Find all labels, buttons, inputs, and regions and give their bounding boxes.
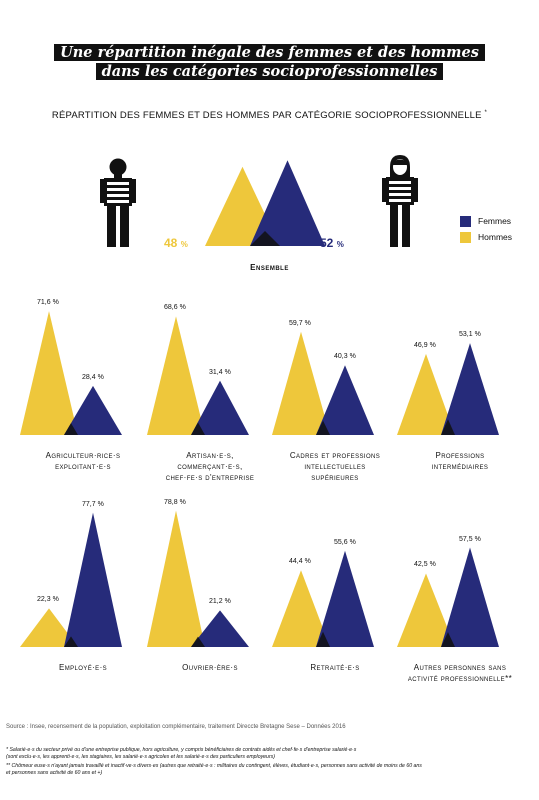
category-chart [272, 331, 374, 435]
ensemble-label: Ensemble [250, 263, 289, 272]
source-note: Source : Insee, recensement de la popula… [6, 724, 346, 730]
legend-swatch-femmes [460, 215, 471, 227]
value-label-hommes: 46,9 % [414, 341, 436, 349]
subtitle-text: RÉPARTITION DES FEMMES ET DES HOMMES PAR… [51, 110, 482, 122]
bar-femmes [64, 512, 122, 647]
category-panel: 46,9 % 53,1 % Professions intermédiaires [395, 290, 525, 490]
footnote-1b: (sont exclu·e·s, les apprenti·e·s, les s… [6, 754, 275, 760]
infographic-title: Une répartition inégale des femmes et de… [0, 44, 539, 82]
category-chart [397, 343, 499, 435]
footnote-2b: et personnes sans activité de 60 ans et … [6, 770, 103, 776]
category-label: Employé·e·s [58, 663, 108, 672]
legend-label-hommes: Hommes [478, 232, 513, 242]
bar-hommes [20, 311, 78, 435]
legend-item-femmes: Femmes [460, 213, 512, 229]
value-label-femmes: 31,4 % [209, 368, 231, 376]
category-chart [272, 550, 374, 647]
chart-subtitle: RÉPARTITION DES FEMMES ET DES HOMMES PAR… [0, 110, 539, 121]
category-panel: 78,8 % 21,2 % Ouvrier·ère·s [145, 498, 275, 702]
value-label-hommes: 42,5 % [414, 561, 436, 569]
title-line-2: dans les catégories socioprofessionnelle… [95, 63, 444, 80]
bar-overlap [191, 422, 205, 435]
category-label: Autres personnes sans activité professio… [407, 663, 513, 683]
category-chart [397, 547, 499, 647]
value-label-hommes: 71,6 % [37, 299, 59, 307]
ensemble-hommes-value: 48 % [164, 236, 188, 250]
category-chart [20, 512, 122, 647]
category-label: Ouvrier·ère·s [182, 663, 238, 672]
bar-overlap [441, 419, 455, 435]
bar-femmes [316, 365, 374, 435]
bar-femmes [441, 547, 499, 647]
value-label-femmes: 40,3 % [334, 353, 356, 361]
title-line-1: Une répartition inégale des femmes et de… [54, 44, 485, 61]
bar-overlap [64, 423, 78, 435]
category-label: Retraité·e·s [310, 663, 360, 672]
ensemble-bar-femmes [250, 160, 325, 246]
value-label-femmes: 57,5 % [459, 535, 481, 543]
bar-femmes [191, 380, 249, 435]
value-label-hommes: 78,8 % [164, 498, 186, 506]
category-label: Artisan·e·s, commerçant·e·s, chef·fe·s d… [165, 451, 255, 482]
bar-overlap [441, 632, 455, 647]
bar-hommes [20, 608, 78, 647]
bar-hommes [272, 331, 330, 435]
bar-hommes [397, 353, 455, 435]
legend-swatch-hommes [460, 231, 471, 243]
value-label-femmes: 28,4 % [82, 373, 104, 381]
category-panel: 44,4 % 55,6 % Retraité·e·s [270, 502, 400, 702]
ensemble-chart [205, 160, 325, 246]
value-label-femmes: 21,2 % [209, 598, 231, 606]
category-panel: 22,3 % 77,7 % Employé·e·s [18, 500, 148, 702]
legend: Femmes Hommes [460, 213, 512, 245]
value-label-hommes: 59,7 % [289, 319, 311, 327]
category-chart [147, 510, 249, 647]
value-label-femmes: 77,7 % [82, 500, 104, 508]
category-label: Agriculteur·rice·s exploitant·e·s [45, 451, 121, 471]
legend-label-femmes: Femmes [478, 216, 512, 226]
category-chart [147, 316, 249, 435]
category-label: Professions intermédiaires [431, 451, 489, 471]
bar-overlap [191, 636, 205, 647]
bar-femmes [441, 343, 499, 435]
value-label-hommes: 22,3 % [37, 596, 59, 604]
value-label-femmes: 55,6 % [334, 538, 356, 546]
bar-overlap [64, 636, 78, 647]
category-panel: 59,7 % 40,3 % Cadres et professions intell… [270, 290, 400, 490]
bar-femmes [64, 385, 122, 435]
bar-femmes [316, 550, 374, 647]
legend-item-hommes: Hommes [460, 229, 512, 245]
ensemble-femmes-value: 52 % [320, 236, 344, 250]
bar-femmes [191, 610, 249, 647]
footnote-2a: ** Chômeur euse·s n'ayant jamais travail… [6, 763, 422, 769]
bar-hommes [397, 573, 455, 647]
value-label-hommes: 68,6 % [164, 304, 186, 312]
value-label-femmes: 53,1 % [459, 331, 481, 339]
value-label-hommes: 44,4 % [289, 558, 311, 566]
category-label: Cadres et professions intellectuelles su… [289, 451, 381, 482]
ensemble-overlap [250, 231, 280, 246]
subtitle-footnote-mark: * [484, 110, 488, 116]
category-panel: 42,5 % 57,5 % Autres personnes sans activi… [395, 502, 525, 702]
bar-hommes [147, 510, 205, 647]
woman-icon [382, 155, 418, 247]
bar-hommes [272, 570, 330, 647]
category-panel: 68,6 % 31,4 % Artisan·e·s, commerçant·e·s,… [145, 290, 275, 490]
bar-overlap [316, 631, 330, 647]
category-chart [20, 311, 122, 435]
category-panel: 71,6 % 28,4 % Agriculteur·rice·s exploitan… [18, 290, 148, 490]
bar-overlap [316, 420, 330, 435]
man-icon [100, 158, 136, 247]
footnote-1a: * Salarié·e·s du secteur privé ou d'une … [6, 747, 357, 753]
bar-hommes [147, 316, 205, 435]
